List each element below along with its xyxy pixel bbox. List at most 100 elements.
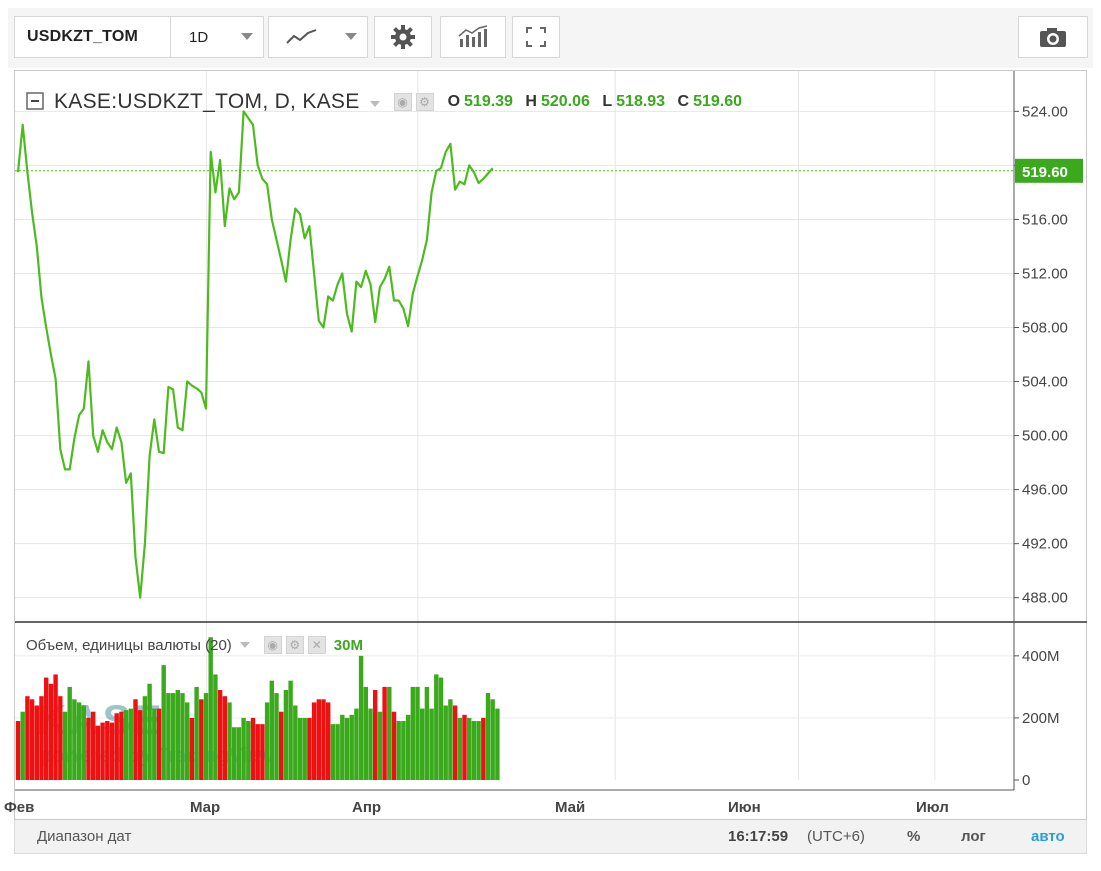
volume-bar (91, 711, 96, 780)
volume-bar (368, 708, 373, 780)
open-value: 519.39 (464, 93, 513, 110)
time-tick-label: Июн (728, 799, 761, 816)
volume-bar (434, 674, 439, 780)
last-price-badge (1015, 158, 1083, 183)
symbol-search-button[interactable]: USDKZT_TOM (14, 16, 174, 58)
volume-bar (429, 708, 434, 780)
grid (15, 71, 1014, 780)
volume-bar (138, 710, 143, 780)
last-price-label: 519.60 (1022, 164, 1068, 181)
volume-bar (410, 686, 415, 781)
close-value: 519.60 (693, 93, 743, 110)
chart-type-dropdown[interactable] (268, 16, 368, 58)
volume-bar (199, 699, 204, 780)
volume-bar (114, 713, 119, 780)
volume-bar (269, 680, 274, 780)
camera-icon (1040, 28, 1066, 47)
eye-icon[interactable]: ◉ (263, 636, 282, 654)
volume-bar (438, 677, 444, 780)
volume-bar (311, 702, 317, 780)
gear-icon[interactable]: ⚙ (285, 636, 304, 654)
snapshot-button[interactable] (1018, 16, 1088, 58)
volume-bar (373, 689, 378, 780)
volume-bar (424, 686, 430, 781)
time-tick-label: Апр (352, 799, 381, 816)
volume-bar (462, 714, 467, 780)
price-tick-label: 496.00 (1022, 482, 1068, 499)
volume-bar (20, 711, 25, 780)
fullscreen-button[interactable] (512, 16, 560, 58)
date-range-button[interactable]: Диапазон дат (37, 828, 132, 845)
axes: 488.00 492.00 496.00 500.00 504.00 508.00 512.… (4, 71, 1087, 816)
volume-bar (241, 717, 246, 780)
percent-scale-toggle[interactable]: % (907, 828, 921, 845)
volume-bar (495, 708, 500, 780)
indicators-icon (458, 25, 488, 47)
log-scale-toggle[interactable]: лог (961, 828, 986, 845)
volume-bar (297, 717, 303, 780)
volume-bar (340, 714, 345, 780)
volume-tick-label: 400M (1022, 648, 1060, 665)
volume-bar (293, 705, 298, 780)
volume-bar (349, 714, 354, 780)
legend-title: KASE:USDKZT_TOM, D, KASE (54, 90, 360, 113)
timezone-button[interactable]: (UTC+6) (807, 828, 865, 845)
volume-bar (354, 708, 359, 780)
volume-bar (415, 686, 420, 781)
top-toolbar: USDKZT_TOM 1D (8, 8, 1093, 68)
volume-bar (250, 717, 256, 780)
time-tick-label: Мар (190, 799, 220, 816)
volume-bars (15, 637, 500, 781)
volume-bar (203, 693, 209, 780)
volume-bar (316, 699, 321, 780)
volume-bar (44, 677, 49, 780)
price-tick-label: 512.00 (1022, 265, 1068, 282)
volume-bar (194, 686, 199, 781)
volume-bar (123, 710, 129, 780)
indicators-button[interactable] (440, 16, 506, 58)
volume-legend-title: Объем, единицы валюты (20) (26, 636, 232, 654)
volume-bar (457, 717, 462, 780)
collapse-legend-icon[interactable] (26, 92, 46, 112)
volume-bar (420, 708, 425, 780)
volume-bar (39, 696, 44, 780)
settings-button[interactable] (374, 16, 432, 58)
chevron-down-icon (241, 33, 253, 40)
volume-bar (142, 696, 148, 780)
volume-bar (335, 724, 340, 781)
volume-bar (133, 699, 138, 780)
volume-bar (161, 665, 166, 780)
time-tick-label: Июл (916, 799, 949, 816)
clock-time: 16:17:59 (728, 828, 789, 845)
volume-bar (72, 699, 77, 780)
close-icon[interactable]: ✕ (307, 636, 326, 654)
chevron-down-icon[interactable] (239, 642, 250, 648)
volume-legend: Объем, единицы валюты (20) ◉ ⚙ ✕ 30M (26, 636, 363, 654)
price-line (16, 110, 494, 599)
volume-tick-label: 0 (1022, 772, 1030, 789)
volume-bar (467, 717, 472, 780)
volume-bar (358, 655, 364, 780)
volume-bar (81, 705, 86, 780)
volume-bar (67, 686, 72, 781)
volume-bar (246, 721, 251, 780)
volume-bar (288, 680, 293, 780)
ohlc-values: O 519.39 H 520.06 L 518.93 C 519.60 (447, 93, 743, 110)
volume-bar (180, 693, 185, 780)
chevron-down-icon[interactable] (369, 101, 380, 107)
interval-dropdown[interactable]: 1D (170, 16, 264, 58)
volume-bar (307, 717, 312, 780)
auto-scale-toggle[interactable]: авто (1031, 828, 1065, 845)
volume-bar (387, 686, 392, 781)
volume-bar (344, 717, 350, 780)
volume-bar (147, 683, 152, 780)
volume-tick-label: 200M (1022, 710, 1060, 727)
volume-bar (95, 725, 101, 780)
gear-icon[interactable]: ⚙ (415, 93, 434, 111)
volume-bar (443, 705, 448, 780)
eye-icon[interactable]: ◉ (393, 93, 412, 111)
volume-bar (485, 693, 491, 780)
price-tick-label: 492.00 (1022, 536, 1068, 553)
